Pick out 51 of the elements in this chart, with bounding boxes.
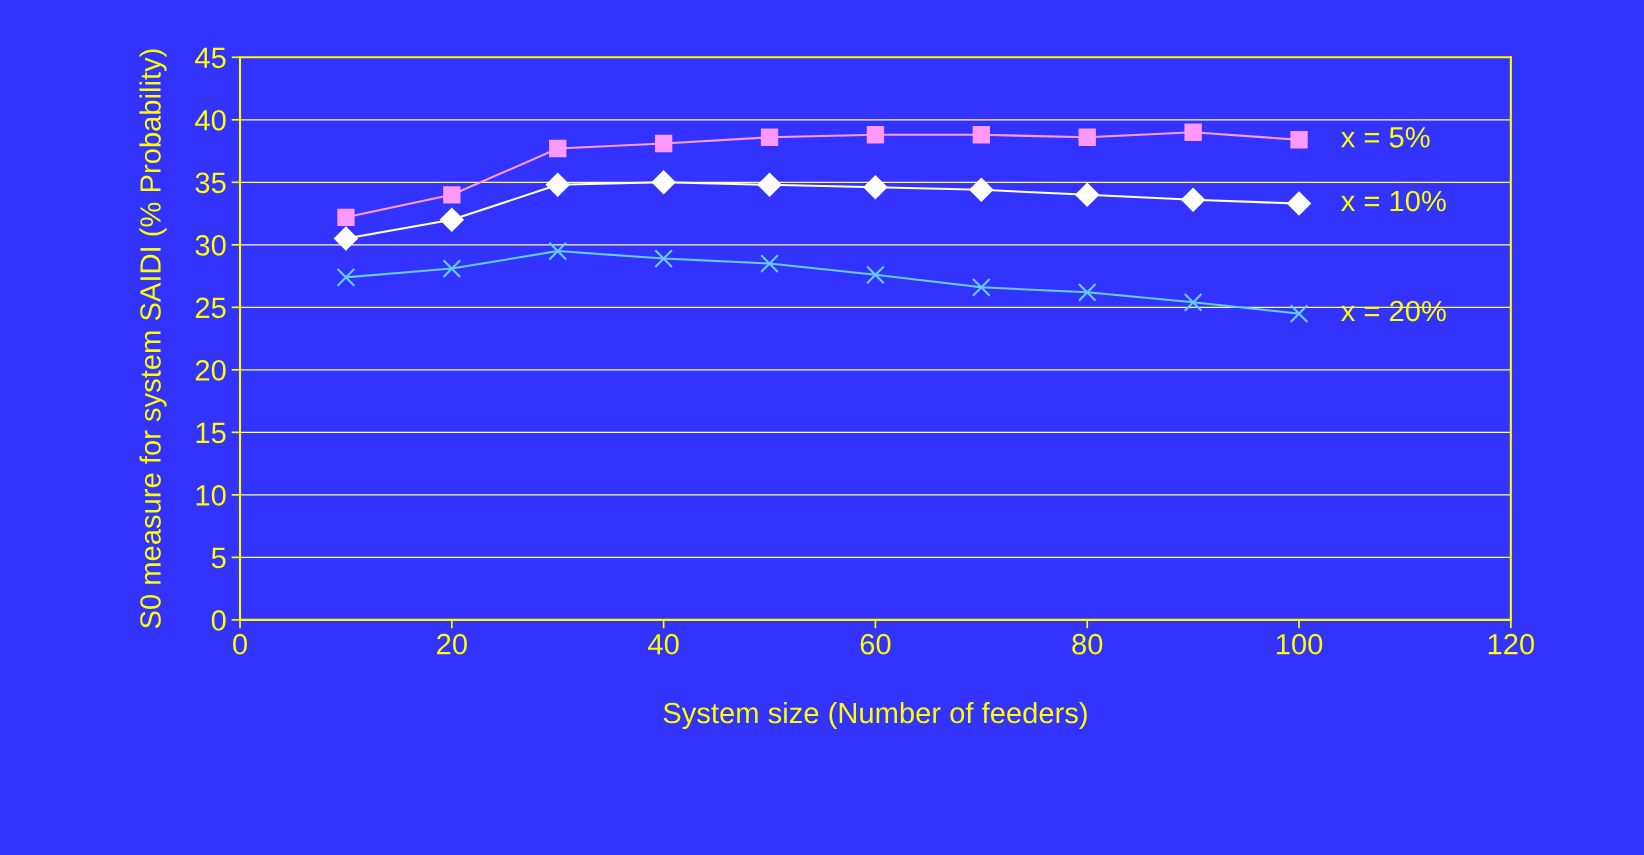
point bbox=[760, 254, 779, 273]
y-tick-label: 35 bbox=[195, 172, 226, 194]
x-axis-title: System size (Number of feeders) bbox=[663, 701, 1087, 730]
point bbox=[1181, 187, 1205, 212]
point bbox=[1075, 182, 1100, 207]
x-tick-label: 120 bbox=[1488, 633, 1535, 655]
point bbox=[1290, 131, 1308, 149]
point bbox=[334, 226, 358, 251]
point bbox=[866, 265, 885, 285]
point bbox=[971, 277, 991, 297]
point bbox=[654, 134, 673, 153]
x-tick-label: 100 bbox=[1276, 633, 1323, 655]
point bbox=[1289, 304, 1309, 323]
point bbox=[549, 139, 567, 158]
point bbox=[972, 126, 991, 144]
y-tick-label: 25 bbox=[195, 297, 226, 319]
point bbox=[866, 126, 885, 144]
point bbox=[969, 177, 994, 202]
y-tick-label: 40 bbox=[195, 110, 226, 131]
point bbox=[651, 170, 676, 195]
point bbox=[863, 175, 888, 200]
point bbox=[1183, 292, 1203, 312]
point bbox=[760, 128, 779, 146]
y-tick-label: 20 bbox=[195, 360, 226, 381]
point bbox=[545, 172, 570, 197]
series-label: x = 10% bbox=[1341, 190, 1446, 212]
y-axis-title: S0 measure for system SAIDI (% Probability) bbox=[139, 49, 167, 629]
point bbox=[548, 241, 568, 261]
y-tick-label: 45 bbox=[195, 47, 226, 69]
y-tick-label: 30 bbox=[195, 235, 226, 256]
y-tick-label: 0 bbox=[211, 610, 226, 631]
y-tick-label: 10 bbox=[196, 485, 226, 506]
x-tick-label: 20 bbox=[437, 633, 467, 655]
series-label: x = 5% bbox=[1341, 127, 1430, 148]
x-tick-label: 40 bbox=[648, 633, 679, 655]
point bbox=[1078, 128, 1096, 146]
point bbox=[654, 249, 673, 268]
x-tick-label: 80 bbox=[1072, 633, 1103, 655]
point bbox=[443, 186, 461, 204]
point bbox=[442, 259, 462, 278]
point bbox=[337, 208, 355, 226]
x-tick-label: 60 bbox=[860, 633, 891, 655]
y-tick-label: 15 bbox=[196, 422, 226, 444]
x-tick-label: 0 bbox=[233, 633, 247, 655]
point bbox=[1077, 282, 1097, 302]
point bbox=[439, 207, 464, 232]
point bbox=[336, 267, 356, 287]
y-tick-label: 5 bbox=[211, 547, 226, 569]
point bbox=[1184, 123, 1202, 141]
point bbox=[1287, 191, 1311, 216]
point bbox=[757, 172, 782, 197]
